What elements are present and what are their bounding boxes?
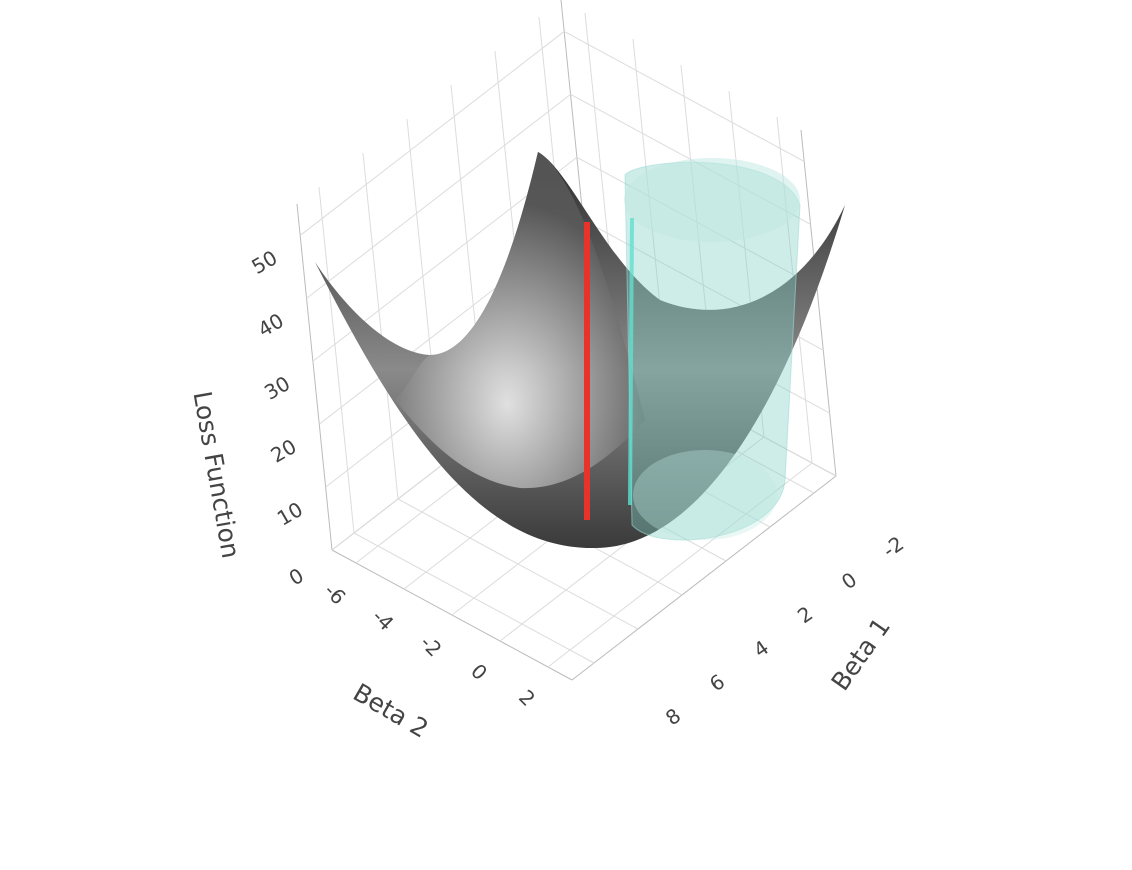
cylinder-bottom <box>633 450 777 540</box>
cylinder-top <box>624 158 800 242</box>
surface-layer <box>315 152 845 549</box>
x-tick-label: 4 <box>749 635 773 662</box>
x-tick-label: 6 <box>705 669 729 696</box>
grid-line <box>299 31 565 236</box>
grid-line <box>306 93 571 299</box>
box-edge <box>800 129 837 477</box>
z-tick-label: 0 <box>285 563 308 590</box>
z-tick-label: 40 <box>254 308 288 342</box>
x-tick-label: -2 <box>878 531 908 562</box>
x-tick-label: 8 <box>661 703 685 730</box>
y-axis-title: Beta 2 <box>348 678 433 744</box>
x-tick-label: 0 <box>837 567 861 594</box>
y-tick-label: 2 <box>514 685 540 711</box>
x-tick-label: 2 <box>793 601 817 628</box>
y-tick-label: -6 <box>320 578 351 609</box>
z-tick-label: 50 <box>247 245 281 279</box>
grid-line <box>547 462 813 668</box>
z-tick-label: 10 <box>273 497 307 531</box>
z-axis-title: Loss Function <box>188 389 246 561</box>
z-tick-label: 30 <box>260 371 294 405</box>
x-axis-title: Beta 1 <box>826 612 897 695</box>
grid-line <box>318 186 355 534</box>
cylinder-edge <box>628 217 634 506</box>
surface-inner <box>395 152 645 489</box>
grid-line <box>362 152 399 500</box>
box-edge <box>571 475 837 681</box>
z-tick-label: 20 <box>267 434 301 468</box>
y-tick-label: -2 <box>416 630 447 661</box>
y-tick-label: 0 <box>466 659 492 685</box>
grid-line <box>563 31 805 162</box>
box-edge <box>296 203 333 551</box>
y-tick-label: -4 <box>368 604 399 635</box>
